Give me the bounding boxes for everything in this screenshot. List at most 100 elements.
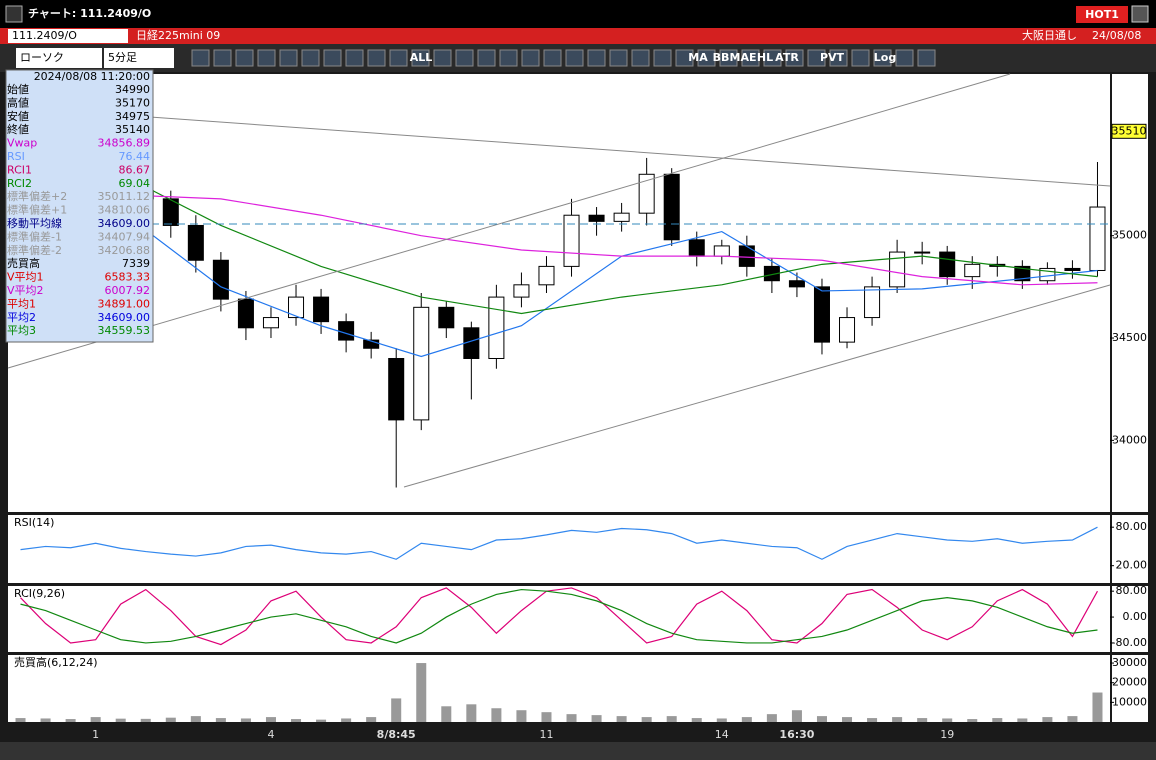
y-tick-label: 10000 — [1112, 695, 1147, 708]
tool-button-label[interactable]: MA — [688, 51, 708, 64]
tool-icon[interactable] — [323, 49, 342, 67]
hot-badge[interactable]: HOT1 — [1085, 8, 1119, 21]
volume-bar — [466, 704, 477, 722]
tool-icon[interactable] — [191, 49, 210, 67]
tool-icon[interactable] — [609, 49, 628, 67]
candle-body — [813, 286, 830, 343]
info-value: 34206.88 — [98, 244, 151, 257]
x-tick-label: 11 — [539, 728, 553, 741]
tool-icon[interactable] — [367, 49, 386, 67]
y-tick-label: 80.00 — [1116, 520, 1148, 533]
volume-bar — [842, 717, 853, 722]
tool-button-label[interactable]: MAE — [730, 51, 757, 64]
style-select[interactable]: ローソク — [20, 51, 64, 64]
candle-body — [914, 251, 931, 254]
info-label: 標準偏差+1 — [7, 203, 67, 217]
tool-icon[interactable] — [257, 49, 276, 67]
tool-icon[interactable] — [301, 49, 320, 67]
volume-bar — [967, 719, 978, 722]
tool-icon[interactable] — [807, 49, 826, 67]
y-tick-label: 30000 — [1112, 656, 1147, 669]
volume-bar — [1067, 716, 1078, 722]
tool-icon[interactable] — [521, 49, 540, 67]
y-tick-label: -80.00 — [1112, 636, 1147, 649]
candle-body — [262, 317, 279, 329]
tool-icon[interactable] — [235, 49, 254, 67]
symbol-box[interactable]: 111.2409/O — [12, 29, 77, 42]
volume-bar — [516, 710, 527, 722]
tool-icon[interactable] — [851, 49, 870, 67]
volume-bar — [992, 718, 1003, 722]
candle-body — [1089, 206, 1106, 271]
tool-icon[interactable] — [389, 49, 408, 67]
tool-button-label[interactable]: ATR — [775, 51, 799, 64]
tool-icon[interactable] — [697, 49, 716, 67]
tool-button-label[interactable]: Log — [874, 51, 896, 64]
candle-body — [187, 224, 204, 261]
volume-bar — [316, 719, 327, 722]
tool-icon[interactable] — [587, 49, 606, 67]
tool-icon[interactable] — [565, 49, 584, 67]
candle-body — [237, 298, 254, 329]
tool-icon[interactable] — [279, 49, 298, 67]
volume-bar — [40, 718, 51, 722]
tool-icon[interactable] — [785, 49, 804, 67]
tool-icon[interactable] — [213, 49, 232, 67]
candle-body — [788, 280, 805, 288]
volume-bar — [867, 718, 878, 722]
y-tick-label: 35000 — [1112, 229, 1147, 242]
tool-icon[interactable] — [433, 49, 452, 67]
tool-icon[interactable] — [675, 49, 694, 67]
tool-button-label[interactable]: PVT — [820, 51, 845, 64]
info-label: 平均3 — [7, 324, 36, 337]
tool-icon[interactable] — [829, 49, 848, 67]
tool-button-label[interactable]: BB — [713, 51, 730, 64]
tool-icon[interactable] — [895, 49, 914, 67]
x-tick-label: 19 — [940, 728, 954, 741]
info-value: 35170 — [115, 96, 150, 109]
tool-icon[interactable] — [477, 49, 496, 67]
info-label: 高値 — [7, 95, 29, 109]
x-tick-label: 14 — [715, 728, 729, 741]
info-panel — [5, 69, 154, 343]
y-tick-label: 20000 — [1112, 676, 1147, 689]
info-value: 6583.33 — [105, 271, 151, 284]
info-label: 標準偏差-1 — [7, 229, 62, 243]
candle-body — [964, 263, 981, 278]
candle-body — [388, 357, 405, 421]
candle-body — [839, 317, 856, 343]
candle-body — [538, 265, 555, 286]
candle-body — [663, 173, 680, 241]
candle-body — [889, 251, 906, 288]
volume-bar — [816, 716, 827, 722]
series-line — [20, 190, 1098, 358]
candle-body — [864, 286, 881, 319]
tool-button-label[interactable]: HL — [757, 51, 773, 64]
plot-area — [8, 586, 1110, 652]
interval-select[interactable]: 5分足 — [108, 51, 137, 64]
candle-body — [1064, 267, 1081, 271]
volume-bar — [165, 717, 176, 722]
tool-icon[interactable] — [499, 49, 518, 67]
info-value: 7339 — [122, 257, 150, 270]
y-tick-label: 34000 — [1112, 433, 1147, 446]
series-line — [20, 587, 1099, 646]
tool-button-label[interactable]: ALL — [410, 51, 433, 64]
tool-icon[interactable] — [653, 49, 672, 67]
axis-area — [1112, 74, 1148, 512]
tool-icon[interactable] — [719, 49, 738, 67]
tool-icon[interactable] — [741, 49, 760, 67]
volume-bar — [917, 718, 928, 722]
volume-bar — [766, 714, 777, 722]
y-tick-label: 34500 — [1112, 331, 1147, 344]
tool-icon[interactable] — [411, 49, 430, 67]
tool-icon[interactable] — [631, 49, 650, 67]
tool-icon[interactable] — [763, 49, 782, 67]
volume-bar — [190, 716, 201, 722]
tool-icon[interactable] — [345, 49, 364, 67]
tool-icon[interactable] — [455, 49, 474, 67]
tool-icon[interactable] — [873, 49, 892, 67]
volume-bar — [641, 717, 652, 722]
tool-icon[interactable] — [543, 49, 562, 67]
tool-icon[interactable] — [917, 49, 936, 67]
